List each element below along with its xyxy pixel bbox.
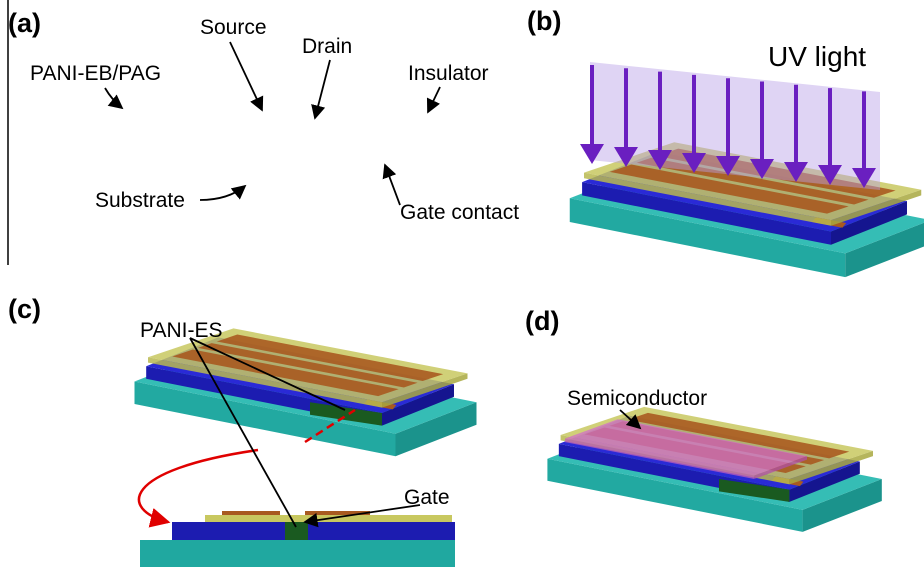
- panel-label: (d): [525, 306, 559, 336]
- cross-section: [140, 511, 455, 567]
- panel-label: (b): [527, 6, 561, 36]
- figure: (a) Source Drain PANI-EB/PAG Insulator S…: [0, 0, 924, 567]
- device: [547, 407, 881, 532]
- annotation: Source: [200, 16, 267, 39]
- annotation: UV light: [768, 41, 866, 72]
- annotation: PANI-EB/PAG: [30, 62, 161, 85]
- annotation: Drain: [302, 35, 352, 58]
- annotation: Gate contact: [400, 201, 519, 224]
- annotation: Substrate: [95, 189, 185, 212]
- annotation: Gate: [404, 486, 450, 509]
- annotation: PANI-ES: [140, 319, 222, 342]
- annotation: Semiconductor: [567, 387, 707, 410]
- devices: [135, 142, 924, 532]
- panel-label: (a): [8, 8, 41, 38]
- annotation: Insulator: [408, 62, 489, 85]
- panel-label: (c): [8, 294, 41, 324]
